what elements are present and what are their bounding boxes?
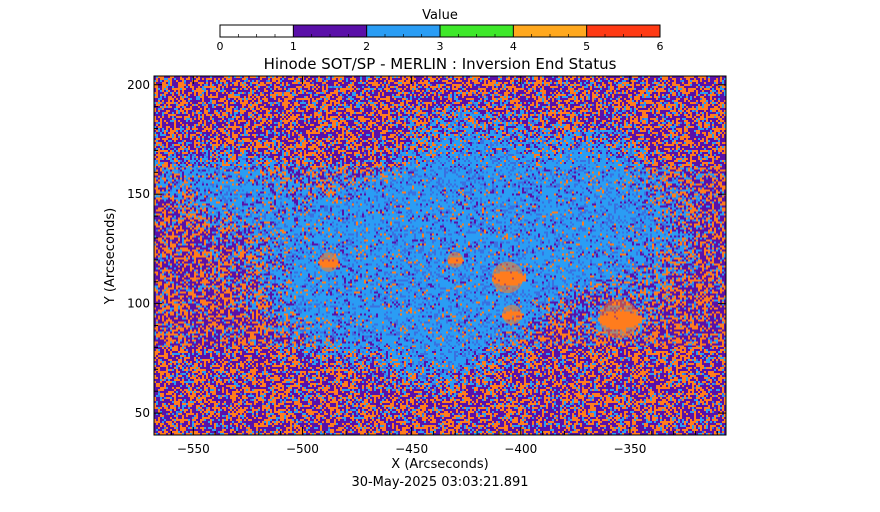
feature-pore-0	[318, 252, 339, 272]
colorbar-tick-label: 4	[510, 40, 517, 53]
y-tick-label: 50	[135, 406, 150, 420]
plot-frame	[153, 75, 727, 436]
colorbar-tick-label: 0	[217, 40, 224, 53]
heatmap-image	[154, 76, 726, 435]
colorbar-tick-label: 1	[290, 40, 297, 53]
x-axis-label: X (Arcseconds)	[391, 457, 488, 472]
x-tick-label: −500	[286, 442, 319, 456]
colorbar-tick-label: 3	[437, 40, 444, 53]
x-tick-label: −450	[395, 442, 428, 456]
feature-spot-3	[599, 299, 639, 339]
feature-spot-2	[502, 304, 522, 325]
x-tick-label: −550	[177, 442, 210, 456]
x-tick-label: −350	[613, 442, 646, 456]
chart-title: Hinode SOT/SP - MERLIN : Inversion End S…	[264, 55, 617, 73]
colorbar-label: Value	[422, 8, 458, 23]
timestamp: 30-May-2025 03:03:21.891	[351, 475, 528, 490]
colorbar-tick-label: 2	[363, 40, 370, 53]
colorbar-ticks: 0 1 2 3 4 5 6	[217, 25, 664, 53]
y-tick-label: 100	[127, 297, 150, 311]
colorbar-bins	[220, 25, 660, 37]
feature-layer	[318, 251, 639, 339]
colorbar-tick-label: 5	[583, 40, 590, 53]
plot-area	[153, 75, 727, 436]
y-tick-label: 200	[127, 78, 150, 92]
x-tick-label: −400	[504, 442, 537, 456]
x-axis: −550 −500 −450 −400 −350	[170, 76, 718, 456]
colorbar: Value 0 1 2 3 4 5 6	[217, 8, 664, 53]
colorbar-tick-label: 6	[657, 40, 664, 53]
feature-spot-4	[447, 251, 464, 268]
feature-spot-1	[491, 261, 524, 294]
y-tick-label: 150	[127, 187, 150, 201]
y-axis: 50 100 150 200	[127, 78, 726, 436]
y-axis-label: Y (Arcseconds)	[103, 208, 118, 305]
